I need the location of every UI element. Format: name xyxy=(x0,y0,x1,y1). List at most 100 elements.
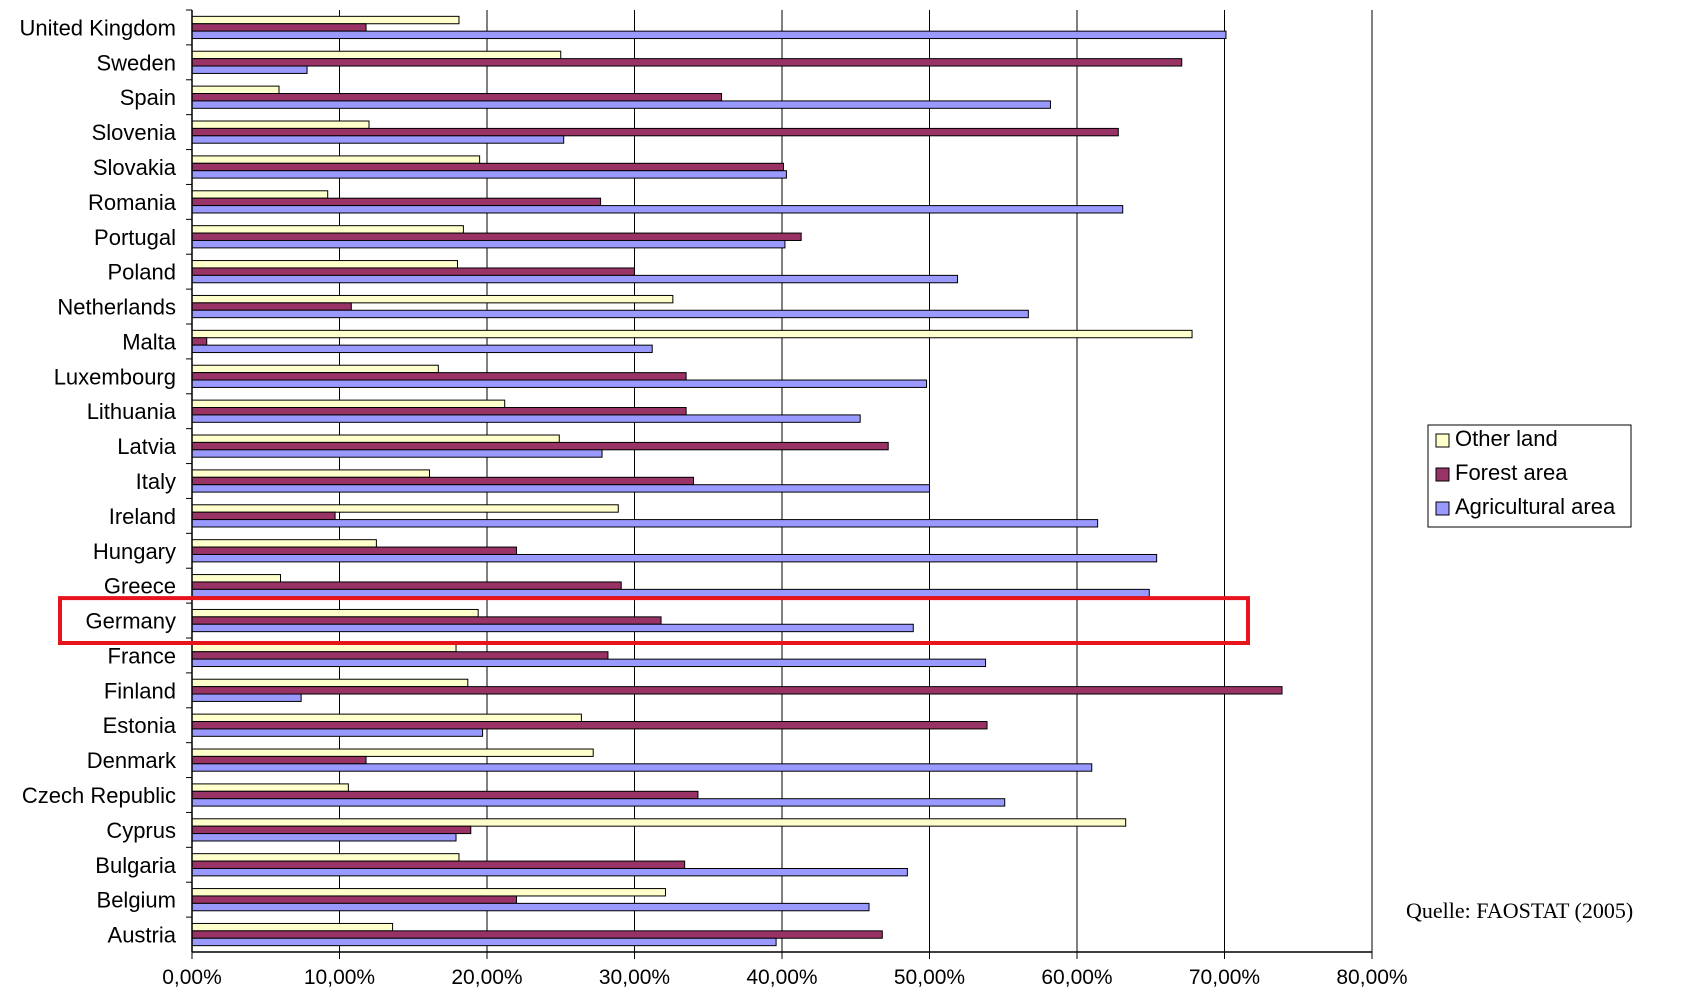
bar-agricultural-area xyxy=(191,205,1124,214)
bar-forest-area xyxy=(191,860,686,869)
bar-agricultural-area xyxy=(191,65,308,74)
bar-agricultural-area xyxy=(191,484,930,493)
category-label: Bulgaria xyxy=(95,853,176,878)
bar-forest-area xyxy=(191,825,472,835)
legend-label: Forest area xyxy=(1455,460,1568,485)
category-label: Slovenia xyxy=(92,120,177,145)
x-tick-label: 10,00% xyxy=(304,966,375,988)
legend-label: Agricultural area xyxy=(1455,494,1616,519)
bar-agricultural-area xyxy=(191,902,870,912)
bar-other-land xyxy=(191,329,1193,339)
x-tick-label: 30,00% xyxy=(599,966,670,988)
highlight-box xyxy=(58,596,1250,645)
bar-other-land xyxy=(191,469,430,478)
bar-other-land xyxy=(191,190,329,199)
category-label: Luxembourg xyxy=(54,364,176,389)
bar-other-land xyxy=(191,643,457,653)
bar-forest-area xyxy=(191,476,694,486)
bar-agricultural-area xyxy=(191,170,787,179)
category-label: United Kingdom xyxy=(19,15,176,40)
bar-forest-area xyxy=(191,372,687,381)
bar-other-land xyxy=(191,888,666,897)
legend-label: Other land xyxy=(1455,426,1558,451)
bar-forest-area xyxy=(191,546,517,555)
x-tick-labels: 0,00% 10,00% 20,00% 30,00% 40,00% 50,00% 60,00… xyxy=(162,966,1407,988)
bar-agricultural-area xyxy=(191,867,908,877)
bar-agricultural-area xyxy=(191,658,987,668)
category-label: Ireland xyxy=(109,504,176,529)
bar-forest-area xyxy=(191,93,723,102)
category-label: Germany xyxy=(86,609,176,634)
category-label: Austria xyxy=(108,923,177,948)
x-tick-label: 80,00% xyxy=(1336,966,1407,988)
bar-agricultural-area xyxy=(191,798,1006,807)
bar-other-land xyxy=(191,434,560,443)
category-label: Czech Republic xyxy=(22,783,176,808)
bar-agricultural-area xyxy=(191,937,777,947)
bar-other-land xyxy=(191,225,464,234)
x-tick-label: 40,00% xyxy=(746,966,817,988)
bar-agricultural-area xyxy=(191,30,1227,40)
legend: Other land Forest area Agricultural area xyxy=(1427,424,1632,528)
bar-agricultural-area xyxy=(191,833,457,842)
bar-other-land xyxy=(191,713,582,723)
bar-other-land xyxy=(191,15,460,25)
bar-forest-area xyxy=(191,197,602,207)
bar-forest-area xyxy=(191,302,352,311)
bar-agricultural-area xyxy=(191,414,861,423)
category-label: Poland xyxy=(107,260,176,285)
x-tick-label: 70,00% xyxy=(1189,966,1260,988)
category-label: Portugal xyxy=(94,225,176,250)
legend-swatch xyxy=(1435,501,1450,516)
bar-forest-area xyxy=(191,232,802,241)
highlight-rectangle xyxy=(58,596,1250,645)
x-tick-label: 60,00% xyxy=(1041,966,1112,988)
bar-agricultural-area xyxy=(191,309,1029,319)
x-tick-label: 20,00% xyxy=(451,966,522,988)
bar-forest-area xyxy=(191,58,1183,67)
bar-agricultural-area xyxy=(191,274,959,284)
bar-agricultural-area xyxy=(191,100,1051,109)
bar-other-land xyxy=(191,85,280,95)
legend-box xyxy=(1427,424,1632,528)
legend-swatch xyxy=(1435,433,1450,448)
bar-other-land xyxy=(191,260,458,269)
bar-other-land xyxy=(191,818,1127,827)
category-label: Romania xyxy=(88,190,177,215)
bar-other-land xyxy=(191,574,281,583)
bar-forest-area xyxy=(191,721,988,730)
bar-forest-area xyxy=(191,23,367,32)
bar-forest-area xyxy=(191,930,883,939)
bar-other-land xyxy=(191,155,481,164)
bar-agricultural-area xyxy=(191,553,1158,563)
source-note: Quelle: FAOSTAT (2005) xyxy=(1406,898,1634,923)
bar-agricultural-area xyxy=(191,728,484,737)
bar-forest-area xyxy=(191,616,662,625)
bar-forest-area xyxy=(191,790,699,800)
bar-agricultural-area xyxy=(191,344,653,354)
category-label: Malta xyxy=(122,329,177,354)
bar-other-land xyxy=(191,678,469,688)
bar-forest-area xyxy=(191,895,517,904)
bar-forest-area xyxy=(191,686,1283,695)
bar-other-land xyxy=(191,50,562,60)
bar-forest-area xyxy=(191,407,687,416)
category-labels: Austria Belgium Bulgaria Cyprus Czech Republ… xyxy=(19,15,177,947)
bar-other-land xyxy=(191,539,377,548)
bar-other-land xyxy=(191,853,460,862)
bar-other-land xyxy=(191,922,394,932)
category-label: Spain xyxy=(120,85,176,110)
category-label: Latvia xyxy=(117,434,176,459)
axes xyxy=(186,9,1373,959)
category-label: Netherlands xyxy=(57,295,176,320)
bar-other-land xyxy=(191,294,674,304)
bar-other-land xyxy=(191,399,506,409)
bar-forest-area xyxy=(191,162,784,172)
category-label: Estonia xyxy=(103,713,177,738)
bar-other-land xyxy=(191,608,479,618)
bar-forest-area xyxy=(191,267,635,276)
bar-agricultural-area xyxy=(191,763,1093,772)
legend-swatch xyxy=(1435,467,1450,482)
category-label: Sweden xyxy=(96,50,176,75)
